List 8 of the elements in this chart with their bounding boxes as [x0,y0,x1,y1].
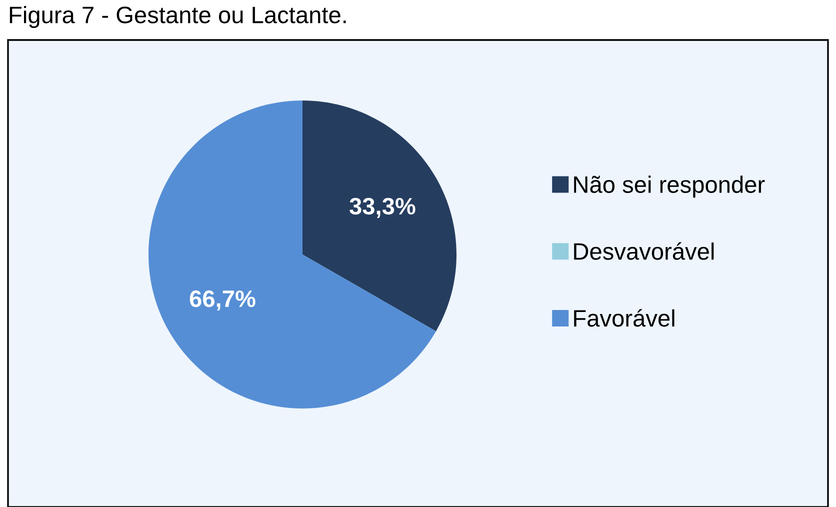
legend-label: Não sei responder [574,176,765,198]
pie-slice [148,100,436,408]
chart-title: Figura 7 - Gestante ou Lactante. [10,6,346,28]
data-label: 33,3% [350,198,416,218]
pie-slice [302,100,456,332]
legend-label: Favorável [574,309,674,327]
data-label: 66,7% [190,290,256,311]
legend-label: Desvavorável [574,242,714,260]
